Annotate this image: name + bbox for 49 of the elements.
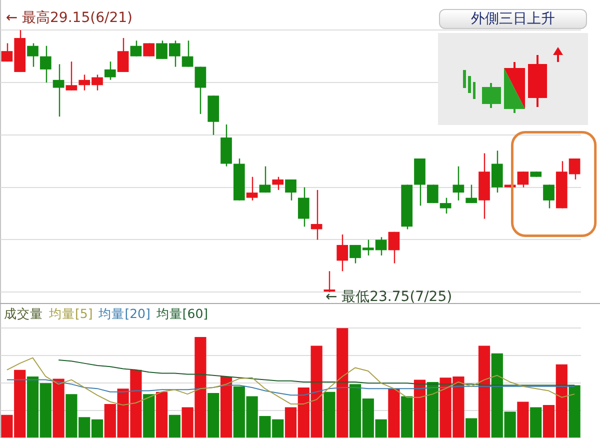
candlestick: [324, 270, 336, 293]
text: 均量[5]: [49, 306, 93, 321]
candlestick: [388, 231, 400, 264]
candlestick: [298, 186, 310, 228]
candlestick: [543, 184, 554, 209]
candlestick: [143, 42, 155, 57]
candlestick: [336, 234, 348, 272]
bar: [336, 328, 348, 438]
bar: [52, 378, 64, 438]
bar: [208, 392, 220, 438]
text: 均量[60]: [156, 306, 208, 321]
bar: [478, 346, 490, 438]
candlestick: [104, 60, 116, 81]
bar: [466, 418, 478, 438]
bar: [568, 385, 580, 438]
candlestick: [40, 45, 52, 84]
bar: [388, 388, 400, 438]
candlestick: [310, 189, 322, 240]
bar: [156, 392, 168, 438]
candlestick: [272, 176, 284, 191]
candlestick: [117, 37, 129, 73]
candlestick: [52, 64, 64, 118]
candlestick: [517, 171, 529, 188]
text: 成交量: [4, 306, 43, 321]
candlestick: [27, 42, 38, 68]
candlestick: [194, 66, 206, 115]
candlestick: [426, 184, 438, 204]
text: ← 最高29.15(6/21): [6, 10, 132, 28]
candlestick: [466, 184, 478, 204]
bar: [220, 376, 232, 438]
bar: [401, 396, 413, 438]
bar: [143, 394, 155, 438]
candlestick: [246, 176, 258, 202]
bar: [324, 392, 336, 438]
text: 均量[20]: [98, 306, 150, 321]
candlestick: [182, 40, 194, 68]
bar: [414, 380, 426, 438]
candlestick: [130, 40, 142, 57]
annotation: ← 最低23.75(7/25): [325, 289, 452, 306]
bar: [426, 382, 438, 438]
candlestick: [452, 166, 464, 202]
bar: [530, 407, 542, 438]
candlestick: [440, 197, 452, 214]
candlestick: [491, 150, 503, 194]
candlestick: [66, 60, 78, 91]
bar: [517, 402, 529, 438]
candlestick: [285, 178, 296, 202]
bar: [168, 414, 180, 438]
candlestick: [259, 166, 271, 194]
